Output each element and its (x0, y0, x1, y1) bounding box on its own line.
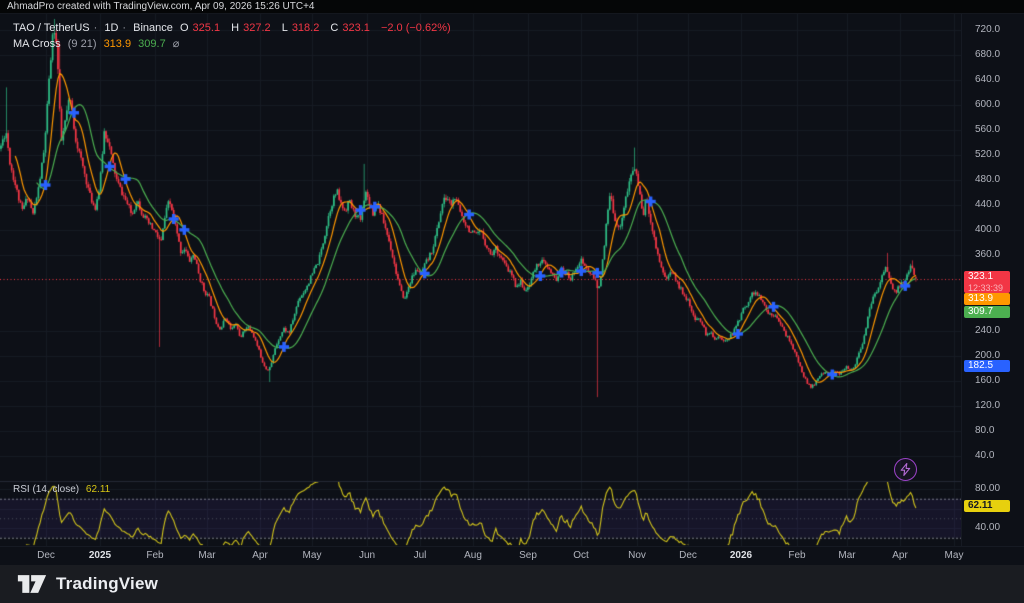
month-label: Oct (573, 550, 589, 561)
rsi-name: RSI (13, 484, 30, 495)
rsi-params: (14, close) (32, 484, 80, 495)
ma-fast-price-badge: 313.9 (964, 293, 1010, 306)
high-value: 327.2 (243, 22, 271, 34)
month-label: Jul (413, 550, 427, 561)
month-label: May (944, 550, 964, 561)
interval-label: 1D (104, 22, 119, 34)
price-tick: 200.0 (975, 349, 1001, 361)
price-tick: 720.0 (975, 23, 1001, 35)
month-label: Mar (198, 550, 216, 561)
ma-fast-value: 313.9 (103, 38, 132, 50)
symbol-name: TAO / TetherUS (13, 22, 90, 34)
price-tick: 640.0 (975, 73, 1001, 85)
tradingview-logo-text[interactable]: TradingView (56, 574, 159, 593)
price-tick: 560.0 (975, 123, 1001, 135)
price-chart-canvas[interactable] (0, 14, 1024, 565)
price-tick: 440.0 (975, 199, 1001, 211)
exchange-label: Binance (133, 22, 173, 34)
month-label: Feb (146, 550, 164, 561)
open-value: 325.1 (192, 22, 221, 34)
rsi-legend: RSI (14, close) 62.11 (13, 484, 110, 495)
chart-area[interactable]: TAO / TetherUS · 1D · Binance O 325.1 H 327.… (0, 14, 1024, 565)
low-value: 318.2 (291, 22, 320, 34)
bar-countdown: 12:33:39 (968, 282, 1004, 293)
high-label: H 327.2 (231, 22, 271, 34)
year-label: 2025 (88, 550, 112, 561)
boost-button[interactable] (894, 458, 917, 481)
ma-cross-name: MA Cross (13, 38, 61, 50)
month-label: Feb (788, 550, 806, 561)
indicator-options-icon: ⌀ (172, 38, 180, 50)
low-label: L 318.2 (281, 22, 320, 34)
attribution-text: AhmadPro created with TradingView.com, A… (7, 1, 315, 12)
close-value: 323.1 (342, 22, 370, 34)
month-label: Dec (679, 550, 697, 561)
current-price-badge: 323.1 12:33:39 (964, 270, 1010, 293)
price-tick: 80.0 (975, 424, 995, 436)
attribution-bar: AhmadPro created with TradingView.com, A… (0, 0, 1024, 14)
month-label: Nov (628, 550, 646, 561)
ma-cross-row: MA Cross (9 21) 313.9 309.7 ⌀ (13, 36, 455, 52)
change-value: −2.0 (−0.62%) (380, 22, 451, 34)
month-label: Apr (892, 550, 908, 561)
open-label: O 325.1 (179, 22, 221, 34)
rsi-tick: 80.00 (975, 483, 1001, 494)
current-price-value: 323.1 (968, 270, 994, 282)
ma-cross-params: (9 21) (67, 38, 97, 50)
month-label: Apr (252, 550, 268, 561)
footer-bar: TradingView (0, 565, 1024, 603)
level-price-badge: 182.5 (964, 360, 1010, 373)
lightning-icon (900, 463, 911, 476)
month-label: Sep (519, 550, 537, 561)
price-tick: 120.0 (975, 399, 1001, 411)
price-tick: 400.0 (975, 224, 1001, 236)
price-tick: 680.0 (975, 48, 1001, 60)
month-label: Jun (358, 550, 376, 561)
price-axis[interactable]: 720.0 680.0 640.0 600.0 560.0 520.0 480.0 440.0… (961, 14, 1024, 546)
price-tick: 40.0 (975, 450, 995, 462)
rsi-value-badge: 62.11 (964, 499, 1010, 512)
rsi-value: 62.11 (85, 484, 111, 495)
month-label: Aug (464, 550, 482, 561)
ma-slow-price-badge: 309.7 (964, 306, 1010, 319)
month-label: Dec (37, 550, 55, 561)
price-tick: 520.0 (975, 149, 1001, 161)
time-axis[interactable]: Dec 2025 Feb Mar Apr May Jun Jul Aug Sep Oct Nov Dec… (0, 546, 1024, 565)
price-tick: 240.0 (975, 324, 1001, 336)
symbol-row: TAO / TetherUS · 1D · Binance O 325.1 H 327.… (13, 22, 451, 34)
price-tick: 600.0 (975, 98, 1001, 110)
price-tick: 480.0 (975, 174, 1001, 186)
price-tick: 160.0 (975, 374, 1001, 386)
year-label: 2026 (729, 550, 753, 561)
rsi-tick: 40.00 (975, 522, 1001, 533)
month-label: May (302, 550, 322, 561)
tradingview-logo-icon[interactable] (17, 573, 47, 595)
price-tick: 360.0 (975, 249, 1001, 261)
symbol-legend: TAO / TetherUS · 1D · Binance O 325.1 H 327.… (13, 20, 455, 52)
close-label: C 323.1 (330, 22, 370, 34)
month-label: Mar (838, 550, 856, 561)
ma-slow-value: 309.7 (138, 38, 166, 50)
